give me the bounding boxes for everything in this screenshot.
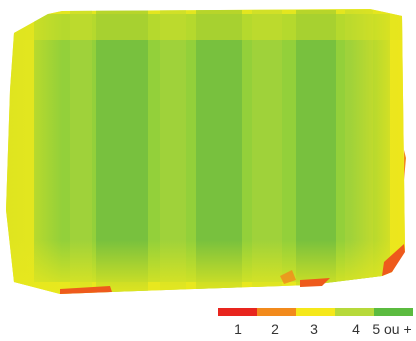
low-overlap-patch — [280, 270, 296, 284]
legend-swatch-2 — [257, 308, 296, 316]
low-overlap-patch — [404, 150, 406, 180]
legend-label-4: 4 — [352, 321, 360, 337]
legend-label-1: 1 — [234, 321, 242, 337]
low-overlap-patches — [60, 150, 406, 294]
edge-fades — [6, 9, 405, 294]
low-overlap-patch — [382, 244, 405, 276]
overlap-mid-band — [70, 10, 92, 294]
legend-swatch-4 — [335, 308, 374, 316]
legend-label-2: 2 — [271, 321, 279, 337]
legend-label-3: 3 — [310, 321, 318, 337]
top-edge-fade — [6, 9, 405, 40]
low-overlap-patch — [60, 286, 112, 294]
legend-swatch-1 — [218, 308, 257, 316]
legend-swatch-5 — [374, 308, 413, 316]
overlap-map — [6, 9, 406, 294]
low-overlap-patch — [300, 278, 330, 287]
legend-label-5: 5 ou + — [372, 321, 412, 337]
legend-swatch-3 — [296, 308, 335, 316]
legend: 1 2 3 4 5 ou + — [218, 308, 414, 338]
